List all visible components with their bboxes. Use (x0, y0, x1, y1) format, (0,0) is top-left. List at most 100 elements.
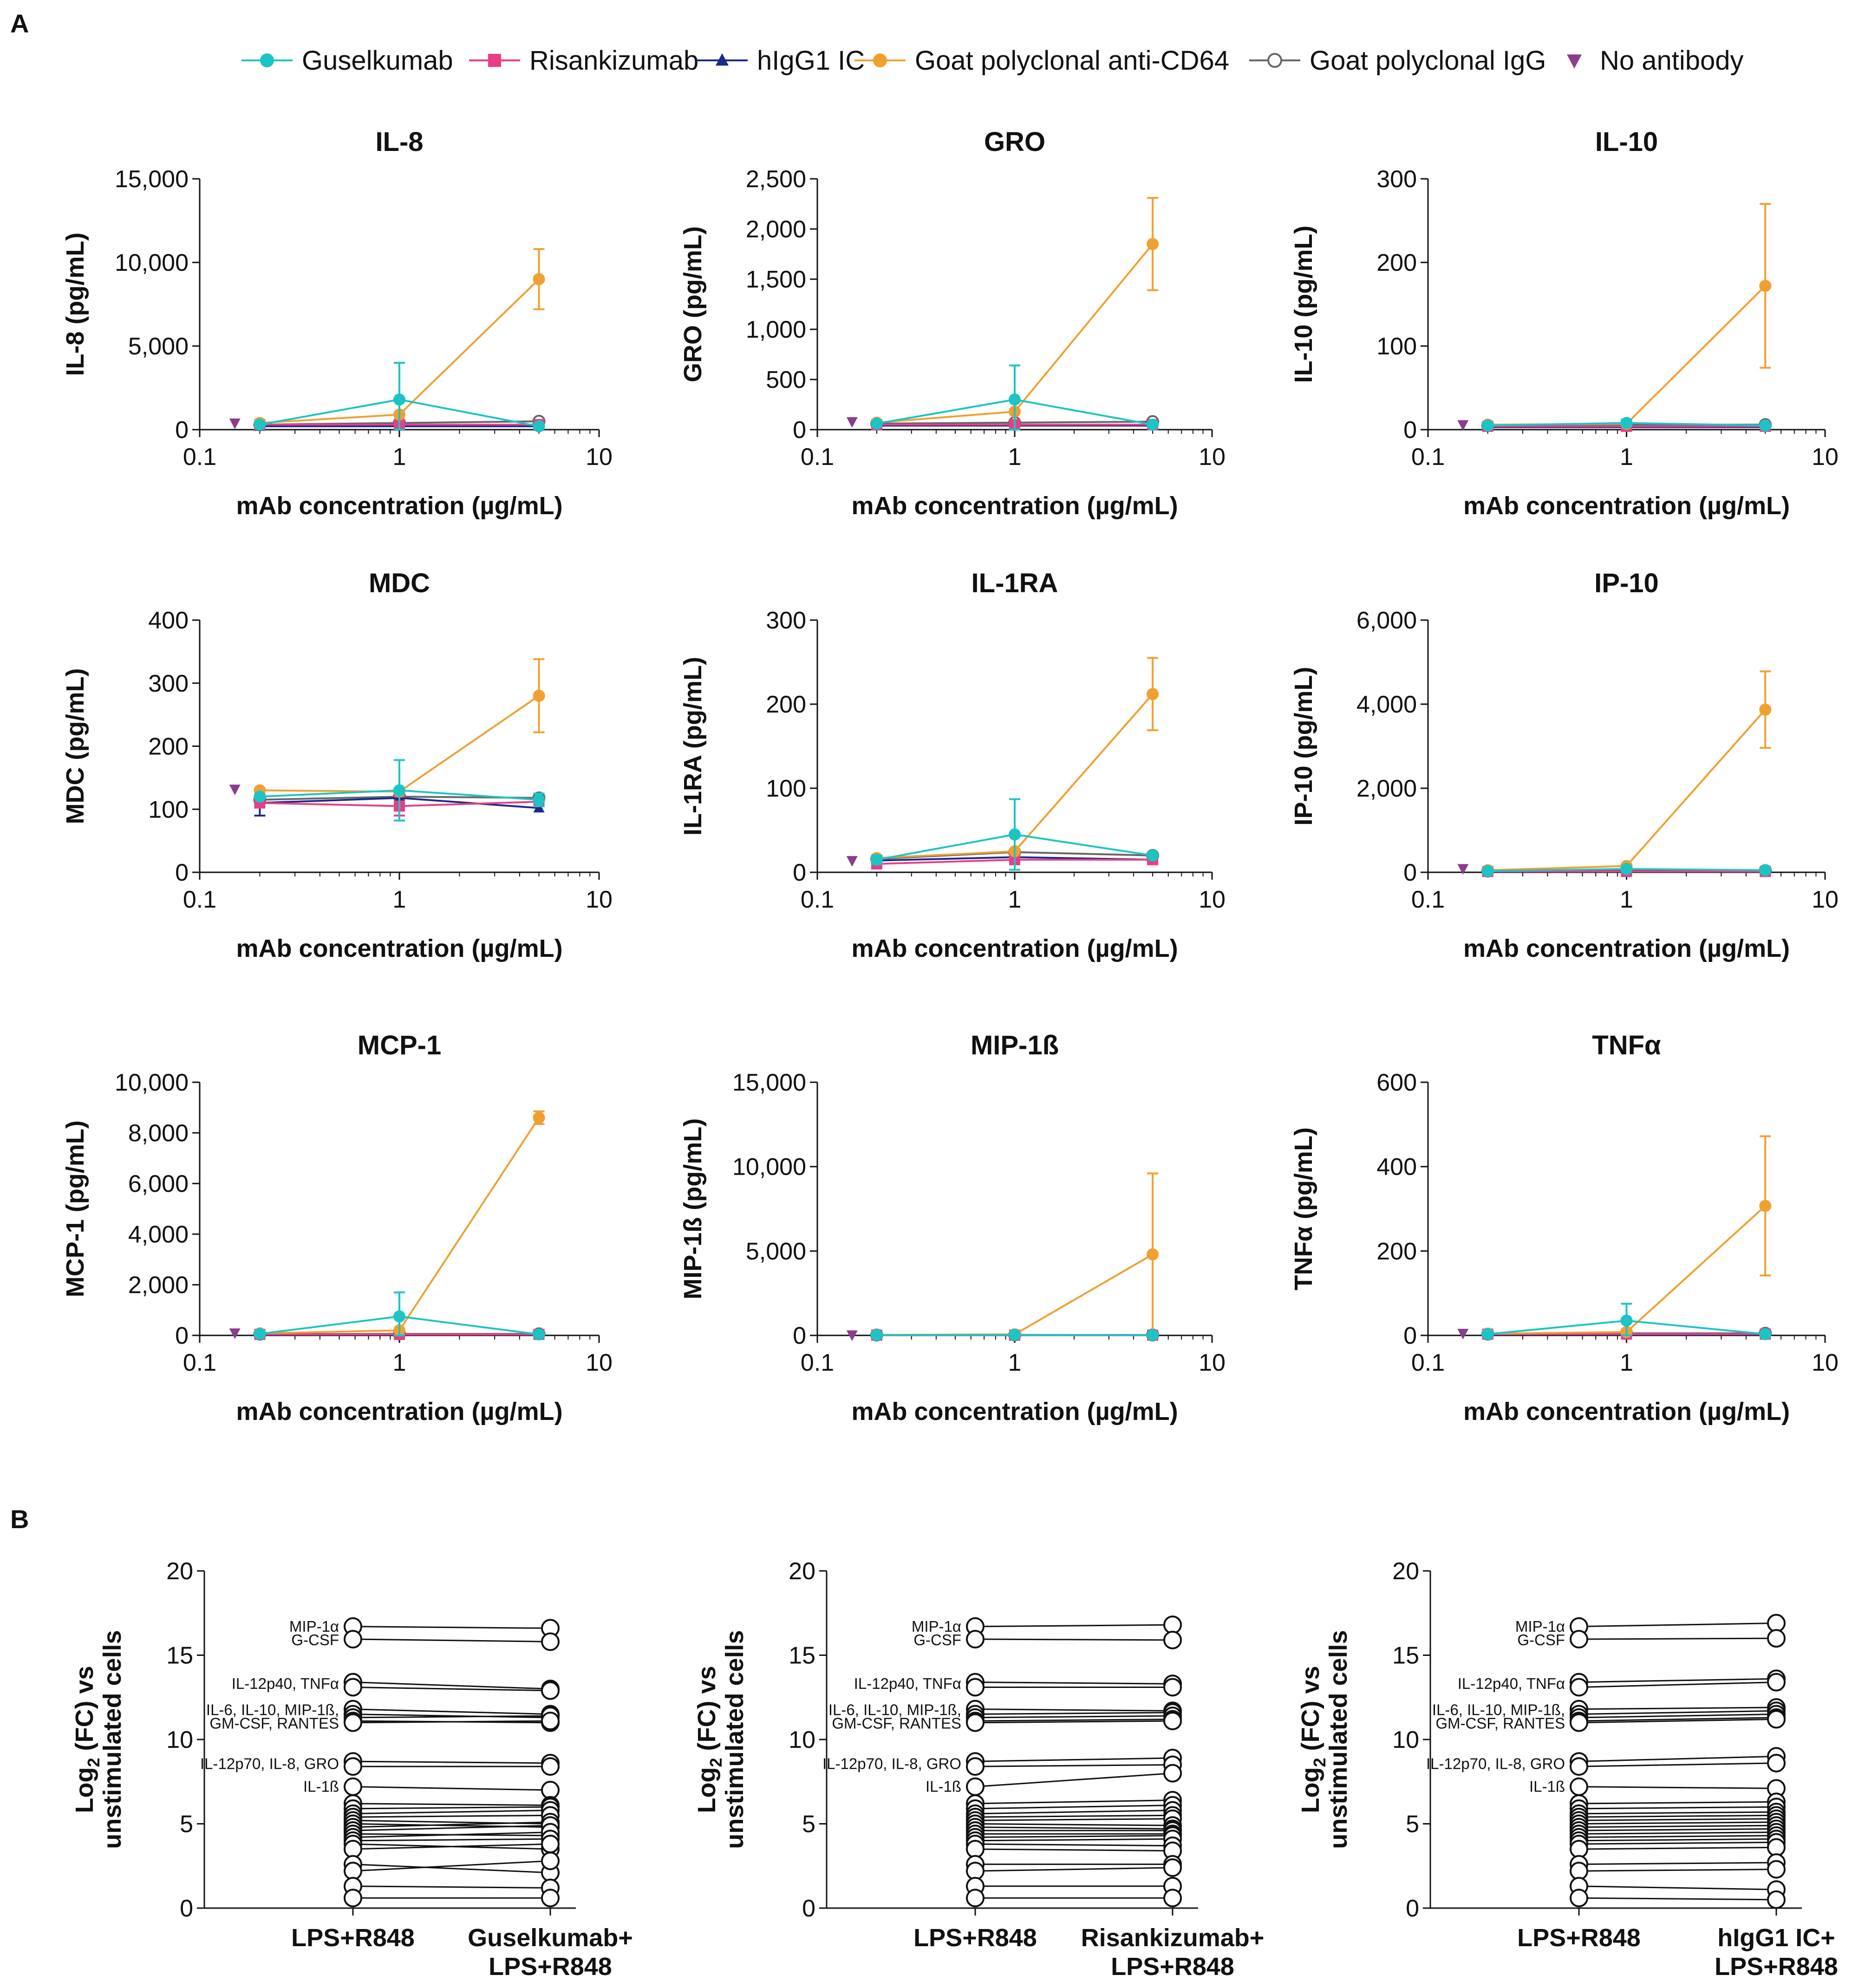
cytokine-label: IL-12p40, TNFα (1458, 1675, 1565, 1692)
pair (344, 1617, 560, 1638)
legend-label: Goat polyclonal anti-CD64 (915, 46, 1229, 76)
x-tick-label: 0.1 (183, 444, 216, 471)
cytokine-label: IL-6, IL-10, MIP-1ß, (1432, 1701, 1565, 1718)
cytokine-label: IL-6, IL-10, MIP-1ß, (206, 1701, 339, 1718)
x-tick-label: 10 (1199, 886, 1226, 913)
pair-line (352, 1786, 551, 1791)
x-tick-label: 0.1 (1411, 886, 1445, 913)
x-tick-label: 0.1 (801, 444, 834, 471)
pair-line (975, 1712, 1173, 1715)
y-tick-label: 200 (766, 691, 806, 718)
x-tick-label: 0.1 (801, 1349, 834, 1376)
y-tick-label: 6,000 (1356, 607, 1417, 634)
pair-line (1578, 1831, 1777, 1835)
data-point (1759, 1200, 1772, 1212)
pair-line (352, 1708, 551, 1715)
pair (344, 1712, 560, 1732)
cytokine-label: IL-1ß (303, 1778, 339, 1795)
y-label-sub: 2 (1310, 1758, 1329, 1767)
chart-mdc: MDC 0 100 200 300 400 0.1 1 10 mAb concentration … (61, 568, 613, 962)
y-tick-label: 0 (1403, 417, 1417, 444)
category-label: Risankizumab+ LPS+R848 (1081, 1924, 1265, 1981)
series-guselkumab (870, 798, 1159, 871)
pair-line (975, 1799, 1173, 1805)
pair (1570, 1710, 1786, 1732)
series-line (1487, 709, 1766, 871)
pair-line (352, 1713, 551, 1719)
x-tick-label: 10 (1812, 444, 1839, 471)
pair-point-left (966, 1777, 985, 1796)
panel-a-label: A (10, 9, 29, 38)
chart-mcp-1: MCP-1 0 2,000 4,000 6,000 8,000 10,000 0.1 1 10 mA… (61, 1030, 613, 1426)
legend-item-goat-polyclonal-igg: Goat polyclonal IgG (1249, 46, 1546, 76)
y-axis-label: Log2 (FC) vs unstimulated cells (693, 1630, 749, 1849)
y-axis-label: GRO (pg/mL) (679, 226, 707, 382)
pair-point-right (1767, 1614, 1786, 1633)
y-tick-label: 5 (180, 1811, 193, 1838)
series-guselkumab (870, 364, 1159, 431)
y-axis-label: MDC (pg/mL) (61, 668, 89, 824)
category-label-line: hIgG1 IC+ (1717, 1924, 1835, 1952)
pair (344, 1673, 560, 1699)
pair-line (1578, 1825, 1777, 1828)
legend-item-guselkumab: Guselkumab (241, 46, 453, 76)
x-axis-label: mAb concentration (µg/mL) (851, 1398, 1178, 1426)
cytokine-label: IL-12p70, IL-8, GRO (1426, 1755, 1565, 1772)
data-point (533, 689, 545, 702)
y-axis-label: IL-10 (pg/mL) (1290, 226, 1317, 383)
category-label: LPS+R848 (291, 1924, 415, 1952)
cytokine-label: GM-CSF, RANTES (209, 1715, 339, 1732)
series-guselkumab (870, 1328, 1159, 1341)
pair-point-left (1570, 1630, 1588, 1649)
pair-line (1578, 1811, 1777, 1815)
data-point (254, 1328, 266, 1340)
y-tick-label: 500 (766, 366, 806, 393)
y-tick-label: 0 (793, 1322, 806, 1349)
y-axis-label: IL-8 (pg/mL) (61, 233, 89, 376)
no-antibody-point (846, 417, 858, 428)
series-guselkumab (1481, 863, 1772, 877)
pair-line (352, 1720, 551, 1724)
pair-line (975, 1715, 1173, 1719)
pair (344, 1798, 560, 1818)
legend-label: No antibody (1600, 46, 1744, 76)
pair (344, 1855, 560, 1882)
pair (344, 1877, 560, 1897)
y-tick-label: 100 (1376, 333, 1417, 360)
data-point (1147, 238, 1159, 250)
category-label-line: LPS+R848 (1715, 1953, 1838, 1981)
data-point (533, 273, 545, 285)
pair-point-left (966, 1757, 985, 1776)
legend-marker (873, 53, 887, 67)
x-tick-label: 1 (1008, 1349, 1022, 1376)
x-tick-label: 1 (1620, 1349, 1633, 1376)
y-tick-label: 10,000 (115, 1069, 189, 1096)
x-axis-label: mAb concentration (µg/mL) (851, 492, 1178, 520)
x-axis-label: mAb concentration (µg/mL) (236, 492, 562, 520)
pair-line (1578, 1681, 1777, 1688)
pair-point-right (1767, 1710, 1786, 1729)
y-label-rest: (FC) vs (1297, 1666, 1324, 1758)
pair (344, 1630, 560, 1651)
series-goat-polyclonal-anti-cd64 (1481, 203, 1772, 431)
pair-point-left (1570, 1678, 1588, 1697)
legend-marker (488, 54, 501, 67)
y-tick-label: 1,500 (746, 266, 806, 293)
data-point (393, 1310, 405, 1323)
pair (1570, 1877, 1786, 1899)
data-point (1759, 280, 1772, 292)
y-axis-label: MIP-1ß (pg/mL) (679, 1118, 707, 1300)
x-tick-label: 0.1 (1411, 1349, 1445, 1376)
y-tick-label: 0 (180, 1895, 193, 1922)
pair-line (352, 1831, 551, 1838)
pair-line (975, 1867, 1173, 1872)
category-label-line: LPS+R848 (489, 1953, 612, 1981)
data-point (533, 1112, 545, 1124)
pair-point-right (541, 1757, 560, 1776)
pair (1570, 1629, 1786, 1649)
legend-marker (716, 53, 729, 66)
pair-point-left (966, 1678, 985, 1697)
pair-point-left (1570, 1757, 1588, 1776)
x-tick-label: 1 (1008, 886, 1022, 913)
no-antibody-point (846, 856, 858, 867)
